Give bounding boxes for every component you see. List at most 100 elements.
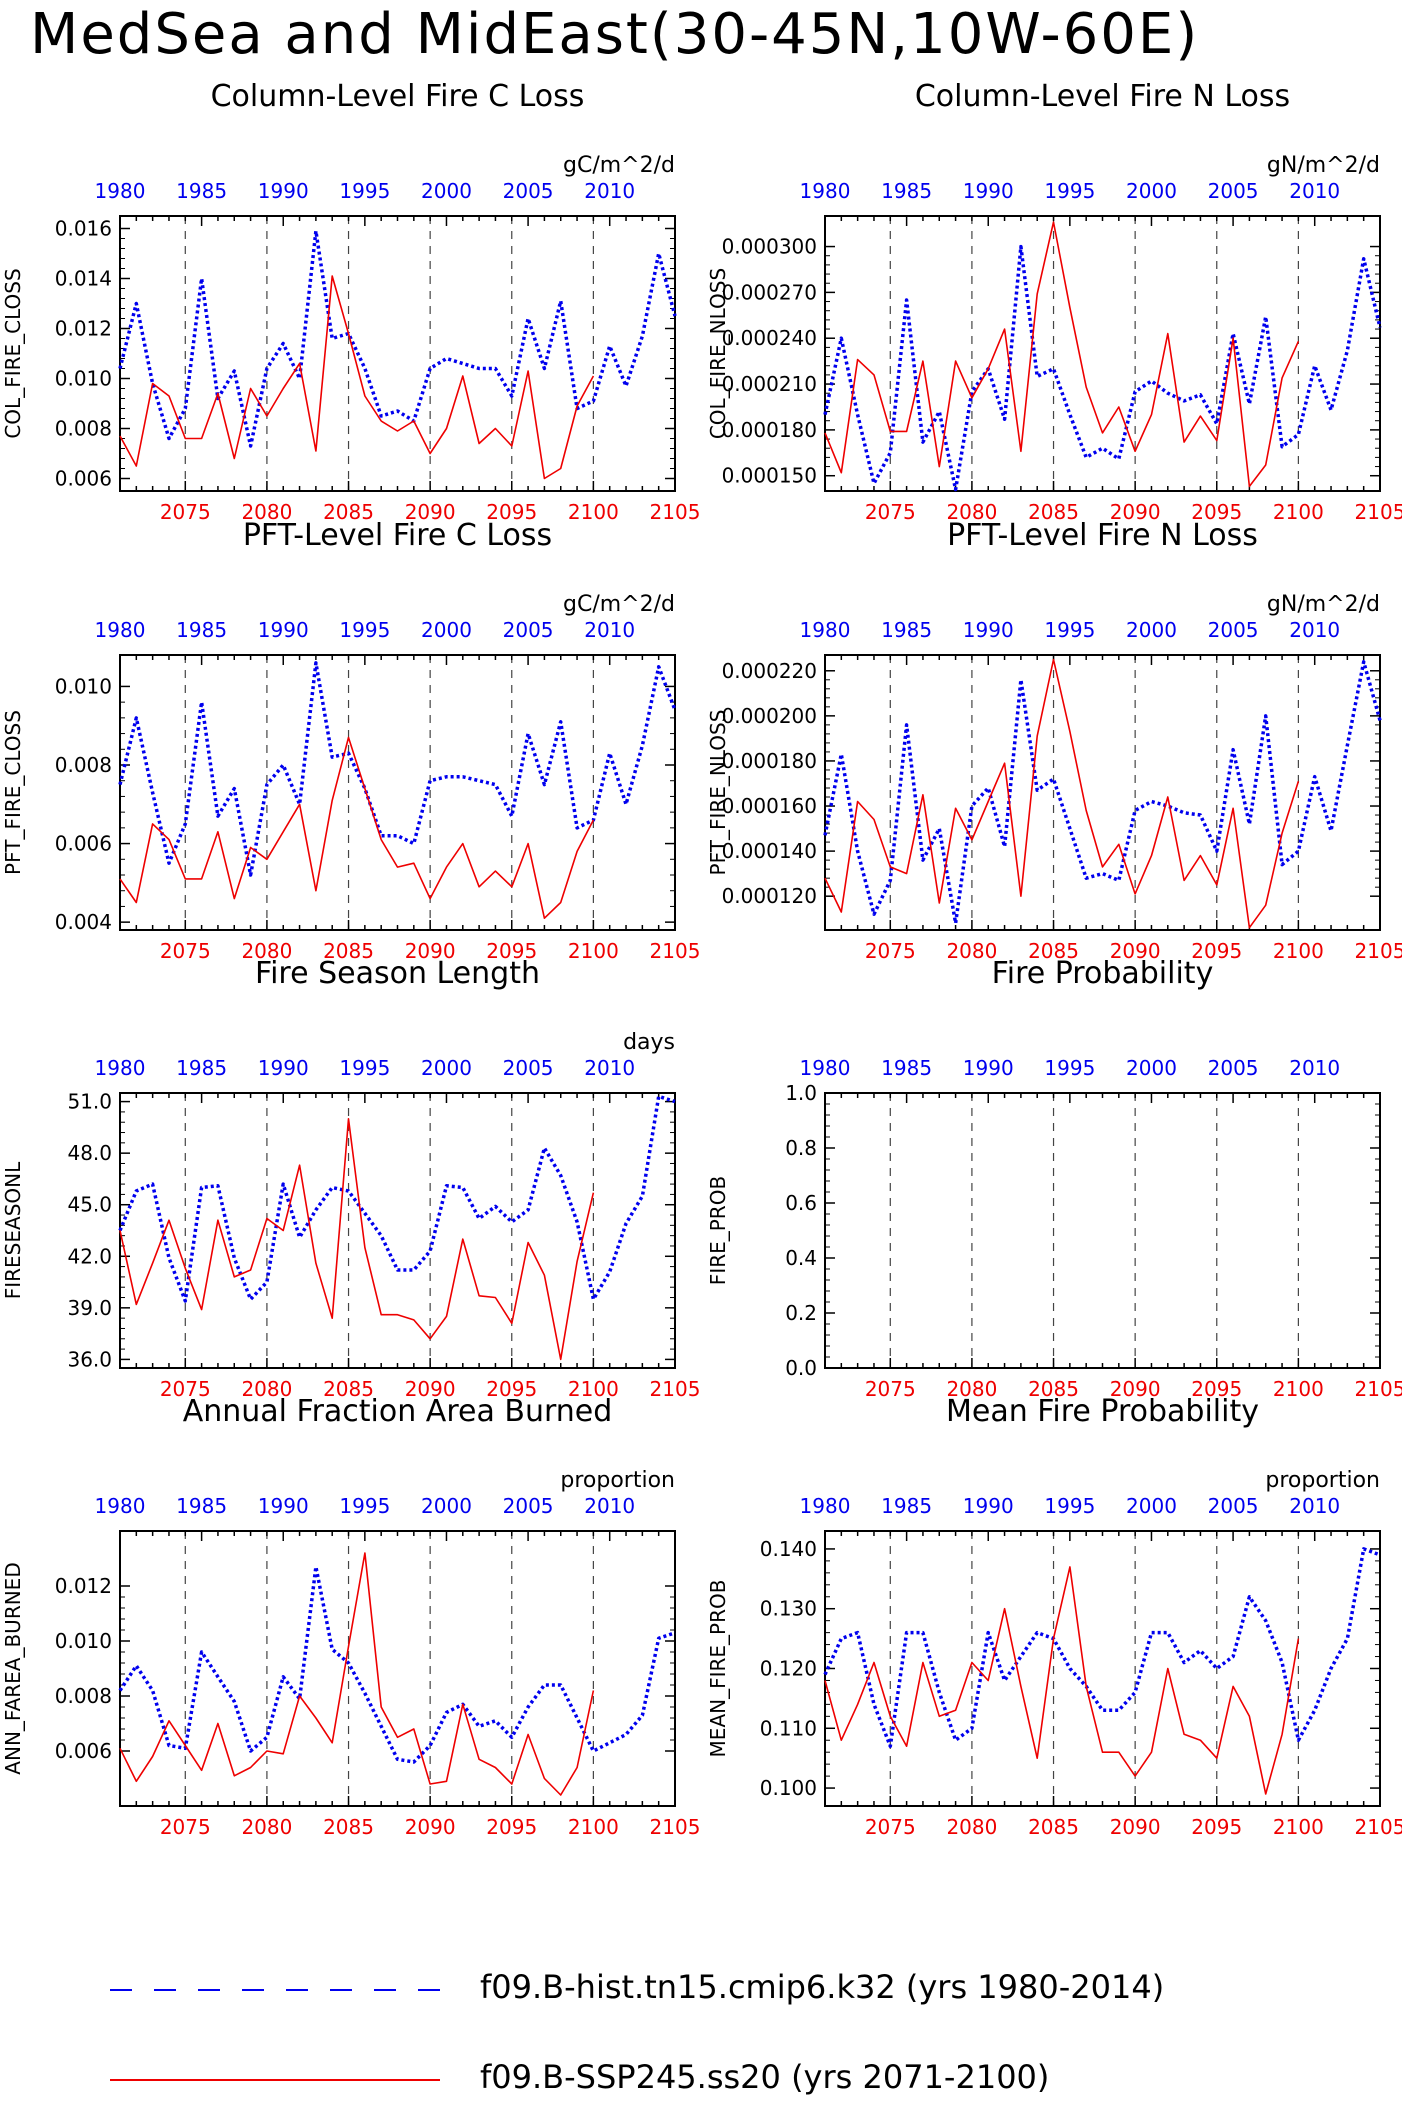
x-tick-label-bottom: 2085	[1028, 1815, 1079, 1839]
x-tick-label-top: 2000	[421, 618, 472, 642]
x-tick-label-bottom: 2080	[241, 1815, 292, 1839]
x-tick-label-bottom: 2090	[1110, 939, 1161, 963]
series-line-hist	[823, 244, 1382, 492]
x-tick-label-bottom: 2080	[946, 1815, 997, 1839]
x-tick-label-bottom: 2075	[865, 1377, 916, 1401]
x-tick-label-top: 2000	[1126, 1056, 1177, 1080]
series-line-ssp	[824, 221, 1300, 488]
x-tick-label-bottom: 2090	[405, 500, 456, 524]
x-tick-label-bottom: 2080	[241, 939, 292, 963]
y-axis-label: FIRE_PROB	[706, 1176, 730, 1285]
x-tick-label-bottom: 2105	[1355, 1377, 1402, 1401]
x-tick-label-top: 2010	[1289, 618, 1340, 642]
x-tick-label-bottom: 2090	[405, 939, 456, 963]
y-tick-label: 51.0	[67, 1090, 112, 1114]
panel-title: PFT-Level Fire N Loss	[947, 518, 1258, 553]
panel-title: Fire Probability	[992, 956, 1214, 991]
x-tick-label-top: 1985	[881, 1494, 932, 1518]
series-line-hist	[823, 1547, 1381, 1748]
y-tick-label: 0.016	[55, 217, 112, 241]
y-tick-label: 0.110	[760, 1716, 817, 1740]
x-tick-label-bottom: 2095	[486, 939, 537, 963]
y-tick-label: 0.100	[760, 1776, 817, 1800]
x-tick-label-bottom: 2100	[1273, 1377, 1324, 1401]
x-tick-label-bottom: 2085	[323, 939, 374, 963]
units-label: days	[623, 1030, 675, 1055]
x-tick-label-top: 1985	[881, 179, 932, 203]
y-tick-label: 0.006	[55, 467, 112, 491]
x-tick-label-top: 1990	[963, 1056, 1014, 1080]
x-tick-label-bottom: 2095	[1191, 1377, 1242, 1401]
y-tick-label: 0.012	[55, 317, 112, 341]
x-tick-label-top: 2000	[421, 179, 472, 203]
x-tick-label-top: 1995	[1044, 1494, 1095, 1518]
plot-frame	[119, 1092, 676, 1369]
y-tick-label: 0.000160	[722, 794, 817, 818]
x-tick-label-top: 1980	[800, 618, 851, 642]
x-tick-label-bottom: 2105	[650, 939, 701, 963]
series-line-hist	[823, 660, 1382, 925]
panel-title: Fire Season Length	[255, 956, 540, 991]
panel-title: PFT-Level Fire C Loss	[243, 518, 552, 553]
x-tick-label-top: 2010	[584, 618, 635, 642]
y-tick-label: 0.0	[785, 1356, 817, 1380]
x-tick-label-top: 2005	[503, 1494, 554, 1518]
y-tick-label: 0.2	[785, 1301, 817, 1325]
y-axis-label: COL_FIRE_NLOSS	[706, 268, 730, 439]
y-axis-label: MEAN_FIRE_PROB	[706, 1580, 730, 1758]
units-label: gC/m^2/d	[563, 592, 675, 617]
x-tick-label-top: 1990	[963, 618, 1014, 642]
y-axis-label: ANN_FAREA_BURNED	[1, 1562, 25, 1774]
x-tick-label-top: 1985	[881, 618, 932, 642]
x-tick-label-bottom: 2075	[160, 500, 211, 524]
x-tick-label-bottom: 2075	[865, 1815, 916, 1839]
y-tick-label: 39.0	[67, 1296, 112, 1320]
x-tick-label-bottom: 2100	[568, 1377, 619, 1401]
y-tick-label: 1.0	[785, 1081, 817, 1105]
x-tick-label-bottom: 2080	[241, 1377, 292, 1401]
x-tick-label-top: 1980	[800, 1056, 851, 1080]
plot-frame	[824, 215, 1381, 492]
series-line-hist	[118, 1094, 676, 1303]
y-tick-label: 0.004	[55, 910, 112, 934]
x-tick-label-top: 1995	[339, 1056, 390, 1080]
main-title: MedSea and MidEast(30-45N,10W-60E)	[30, 2, 1200, 67]
x-tick-label-bottom: 2100	[1273, 500, 1324, 524]
y-tick-label: 0.4	[785, 1246, 817, 1270]
x-tick-label-top: 1990	[258, 1494, 309, 1518]
x-tick-label-bottom: 2080	[241, 500, 292, 524]
x-tick-label-bottom: 2080	[946, 500, 997, 524]
y-tick-label: 42.0	[67, 1244, 112, 1268]
y-tick-label: 0.010	[55, 367, 112, 391]
plot-frame	[119, 654, 676, 931]
series-line-hist	[118, 661, 677, 877]
x-tick-label-bottom: 2100	[1273, 1815, 1324, 1839]
y-tick-label: 0.000150	[722, 464, 817, 488]
x-tick-label-bottom: 2105	[1355, 1815, 1402, 1839]
y-tick-label: 0.000140	[722, 839, 817, 863]
x-tick-label-bottom: 2105	[1355, 500, 1402, 524]
x-tick-label-bottom: 2100	[568, 939, 619, 963]
x-tick-label-bottom: 2100	[568, 500, 619, 524]
x-tick-label-top: 1990	[258, 179, 309, 203]
plot-frame	[824, 1092, 1381, 1369]
x-tick-label-bottom: 2100	[1273, 939, 1324, 963]
x-tick-label-top: 1985	[176, 618, 227, 642]
x-tick-label-top: 1980	[800, 1494, 851, 1518]
x-tick-label-top: 1985	[176, 1056, 227, 1080]
y-tick-label: 0.140	[760, 1537, 817, 1561]
y-tick-label: 0.008	[55, 417, 112, 441]
x-tick-label-bottom: 2085	[1028, 939, 1079, 963]
x-tick-label-top: 1990	[258, 618, 309, 642]
y-axis-label: PFT_FIRE_CLOSS	[1, 710, 25, 875]
legend-ssp-label: f09.B-SSP245.ss20 (yrs 2071-2100)	[480, 2058, 1050, 2096]
x-tick-label-bottom: 2105	[1355, 939, 1402, 963]
panel-title: Mean Fire Probability	[946, 1394, 1259, 1429]
series-line-ssp	[119, 275, 595, 480]
x-tick-label-top: 2010	[1289, 1056, 1340, 1080]
x-tick-label-bottom: 2085	[1028, 500, 1079, 524]
y-axis-label: FIRESEASONL	[1, 1161, 25, 1299]
y-tick-label: 0.010	[55, 674, 112, 698]
x-tick-label-bottom: 2105	[650, 1815, 701, 1839]
panel-title: Column-Level Fire C Loss	[211, 79, 585, 114]
